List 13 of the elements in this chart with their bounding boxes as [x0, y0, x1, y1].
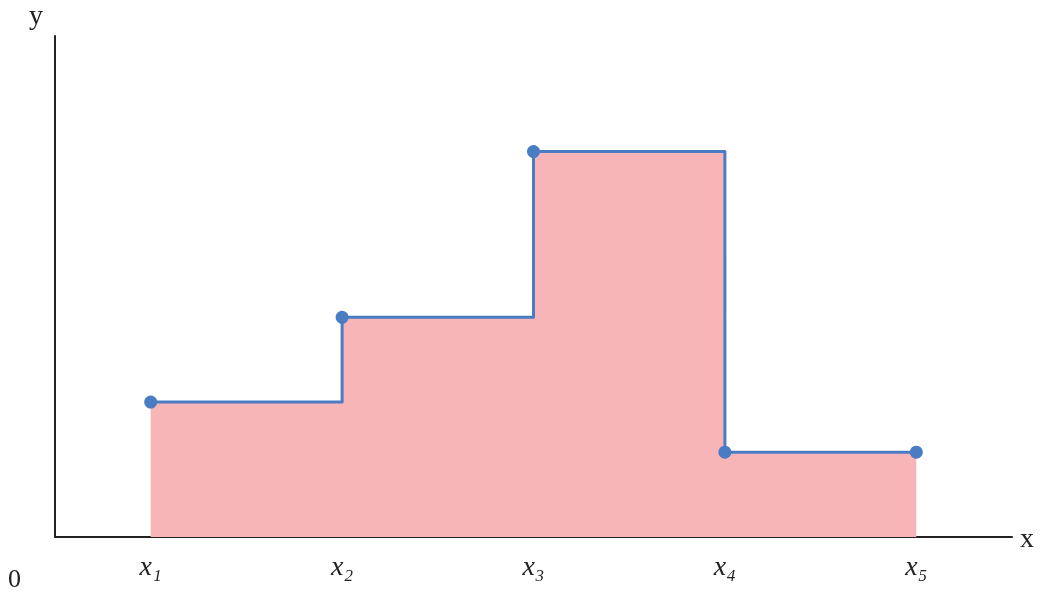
x-tick-label: x₁ — [138, 549, 162, 581]
point — [144, 395, 158, 409]
x-tick-label: x₃ — [521, 549, 545, 581]
x-tick-label: x₂ — [330, 549, 354, 581]
point — [718, 445, 732, 459]
x-axis-title: x — [1020, 521, 1034, 553]
point — [335, 310, 349, 324]
y-axis-title: y — [29, 0, 43, 30]
x-tick-label: x₅ — [904, 549, 928, 581]
x-tick-label: x₄ — [712, 549, 736, 581]
point — [909, 445, 923, 459]
point — [527, 145, 540, 159]
text: 0 — [8, 563, 21, 593]
